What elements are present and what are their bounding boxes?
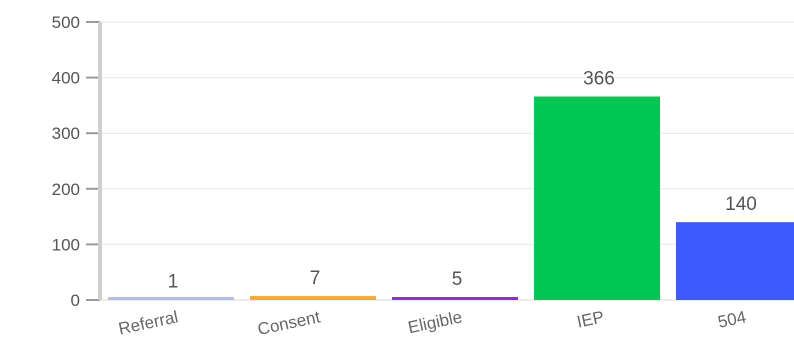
x-axis-labels: Referral Consent Eligible IEP 504 (117, 307, 748, 339)
y-tick-label-300: 300 (52, 124, 80, 143)
y-tick-label-0: 0 (71, 291, 80, 310)
bar-consent[interactable] (250, 296, 376, 300)
bar-504[interactable] (676, 222, 794, 300)
bar-referral[interactable] (108, 297, 234, 300)
data-labels: 1 7 5 366 140 (168, 69, 757, 293)
bar-iep[interactable] (534, 96, 660, 300)
data-label-consent: 7 (310, 268, 321, 289)
data-label-iep: 366 (583, 69, 615, 90)
y-tick-label-500: 500 (52, 13, 80, 32)
gridlines (100, 21, 794, 245)
y-tick-label-400: 400 (52, 69, 80, 88)
bar-eligible[interactable] (392, 297, 518, 300)
x-tick-label-504: 504 (716, 307, 748, 331)
y-tick-label-100: 100 (52, 235, 80, 254)
x-tick-label-iep: IEP (575, 307, 606, 331)
data-label-referral: 1 (168, 271, 179, 292)
x-tick-label-consent: Consent (256, 307, 322, 339)
bars (108, 96, 794, 300)
x-tick-label-referral: Referral (117, 307, 180, 338)
data-label-eligible: 5 (452, 269, 463, 290)
data-label-504: 140 (725, 194, 757, 215)
y-tick-label-200: 200 (52, 180, 80, 199)
x-tick-label-eligible: Eligible (406, 307, 464, 337)
